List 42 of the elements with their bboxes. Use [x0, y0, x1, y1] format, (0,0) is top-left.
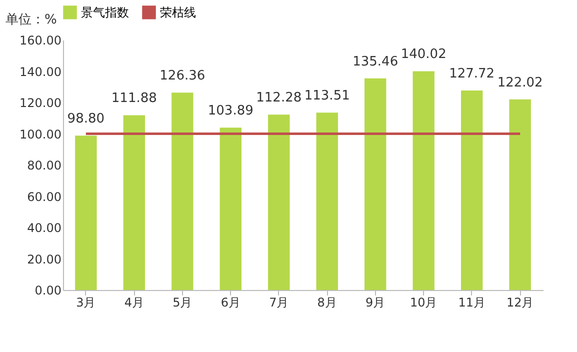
bar	[460, 90, 483, 290]
x-tick-label: 7月	[269, 296, 289, 310]
y-tick-label: 20.00	[27, 252, 62, 266]
data-label: 127.72	[449, 66, 495, 82]
x-tick-label: 8月	[317, 296, 337, 310]
x-tick-label: 6月	[220, 296, 240, 310]
data-label: 135.46	[352, 54, 398, 70]
data-label: 140.02	[400, 47, 446, 62]
x-tick-label: 12月	[506, 296, 534, 310]
data-label: 122.02	[497, 75, 543, 90]
bar	[220, 128, 242, 290]
legend-label: 荣枯线	[160, 5, 196, 20]
data-label: 126.36	[160, 68, 206, 84]
bar	[75, 136, 97, 290]
y-tick-label: 60.00	[27, 190, 62, 204]
bar	[268, 114, 290, 290]
x-tick-label: 10月	[410, 296, 438, 310]
y-tick-label: 100.00	[20, 127, 62, 142]
x-tick-label: 5月	[172, 296, 192, 310]
bar	[364, 78, 386, 290]
x-tick-label: 11月	[458, 296, 486, 310]
x-tick-label: 3月	[76, 296, 96, 310]
bar	[412, 71, 434, 290]
data-label: 111.88	[111, 91, 157, 106]
data-label: 103.89	[208, 104, 254, 119]
y-tick-label: 160.00	[20, 34, 62, 48]
bar	[172, 92, 194, 290]
x-tick-label: 4月	[124, 296, 144, 310]
data-label: 112.28	[256, 90, 302, 106]
bar	[509, 99, 531, 290]
y-tick-label: 0.00	[34, 284, 62, 298]
x-tick-label: 9月	[366, 296, 386, 310]
legend-label: 景气指数	[81, 5, 129, 20]
y-tick-label: 40.00	[27, 221, 62, 235]
y-tick-label: 140.00	[20, 64, 62, 79]
y-axis-title: 单位：%	[6, 12, 57, 28]
bar	[316, 112, 338, 290]
y-tick-label: 120.00	[20, 96, 62, 110]
y-tick-label: 80.00	[27, 158, 62, 172]
data-label: 113.51	[304, 88, 350, 104]
bar	[123, 115, 146, 290]
data-label: 98.80	[67, 112, 105, 127]
